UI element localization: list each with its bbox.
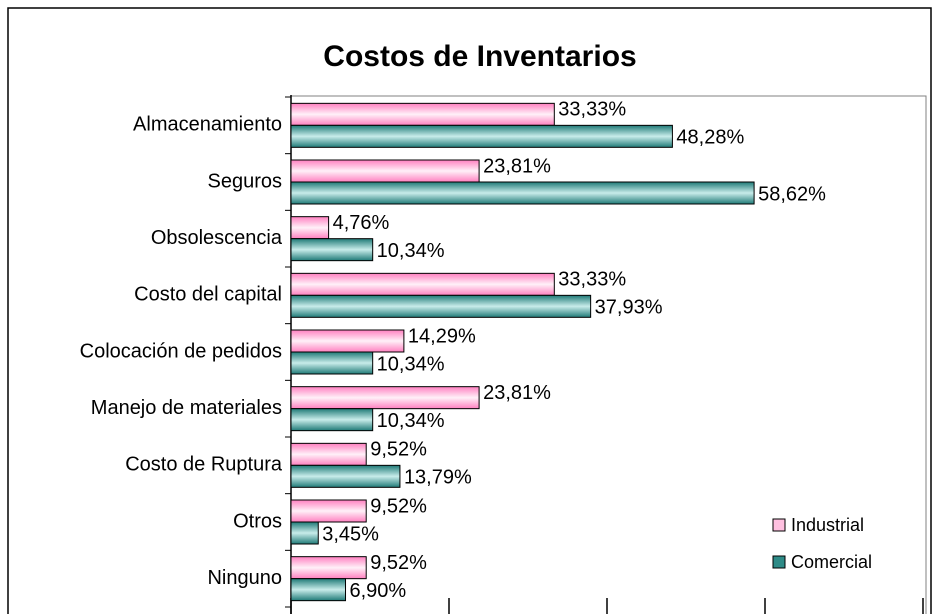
value-label: 58,62% <box>758 183 826 205</box>
value-label: 33,33% <box>558 269 626 291</box>
value-label: 23,81% <box>483 382 551 404</box>
bar <box>290 159 480 183</box>
bar <box>290 499 367 523</box>
legend-swatch <box>772 518 786 532</box>
legend-label: Comercial <box>791 552 872 572</box>
value-label: 10,34% <box>377 240 445 262</box>
bar <box>290 294 592 318</box>
value-label: 37,93% <box>595 297 663 319</box>
value-label: 6,90% <box>350 580 407 602</box>
legend-label: Industrial <box>791 515 864 535</box>
y-tick-label: Costo del capital <box>134 284 282 306</box>
value-label: 4,76% <box>333 212 390 234</box>
value-label: 3,45% <box>322 523 379 545</box>
y-tick-label: Costo de Ruptura <box>125 454 283 476</box>
value-label: 9,52% <box>370 439 427 461</box>
bar <box>290 124 673 148</box>
bar <box>290 181 755 205</box>
value-label: 13,79% <box>404 467 472 489</box>
bar <box>290 102 555 126</box>
bar <box>290 216 330 240</box>
y-tick-label: Ninguno <box>207 567 282 589</box>
value-label: 10,34% <box>377 410 445 432</box>
y-tick-label: Obsolescencia <box>151 227 283 249</box>
bar <box>290 578 347 602</box>
legend-swatch <box>772 555 786 569</box>
bar <box>290 272 555 296</box>
value-label: 33,33% <box>558 99 626 121</box>
bar <box>290 329 405 353</box>
bar <box>290 521 319 545</box>
bar <box>290 442 367 466</box>
value-label: 14,29% <box>408 325 476 347</box>
value-label: 9,52% <box>370 552 427 574</box>
bar <box>290 556 367 580</box>
y-tick-label: Manejo de materiales <box>91 397 282 419</box>
value-label: 48,28% <box>676 127 744 149</box>
y-tick-label: Almacenamiento <box>133 114 282 136</box>
bar <box>290 464 401 488</box>
chart-title: Costos de Inventarios <box>323 40 636 73</box>
bar <box>290 351 374 375</box>
bar <box>290 238 374 262</box>
value-label: 10,34% <box>377 353 445 375</box>
value-label: 9,52% <box>370 495 427 517</box>
y-tick-label: Otros <box>233 510 282 532</box>
bar <box>290 386 480 410</box>
value-label: 23,81% <box>483 155 551 177</box>
bar <box>290 408 374 432</box>
y-tick-label: Colocación de pedidos <box>80 340 282 362</box>
y-tick-label: Seguros <box>208 170 283 192</box>
